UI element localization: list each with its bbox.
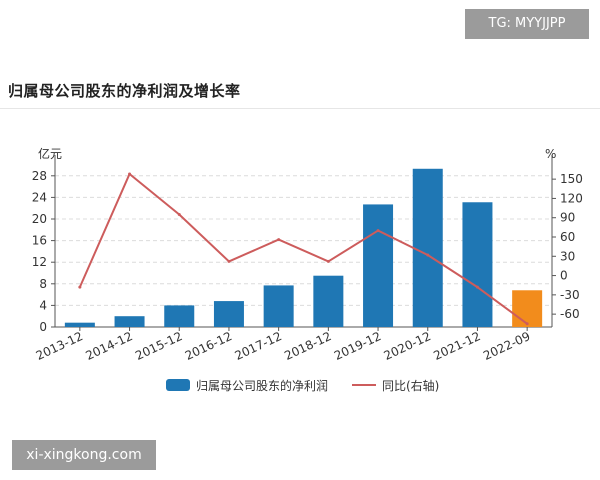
growth-point <box>426 253 430 257</box>
x-tick-label: 2021-12 <box>431 329 482 363</box>
y-left-tick-label: 8 <box>39 277 47 291</box>
growth-point <box>376 229 380 233</box>
y-left-tick-label: 4 <box>39 298 47 312</box>
bar <box>313 275 344 327</box>
y-right-tick-label: 60 <box>560 230 575 244</box>
bar <box>114 316 145 327</box>
legend-bar-label: 归属母公司股东的净利润 <box>196 378 329 393</box>
bar <box>213 301 244 327</box>
legend-item-bar[interactable]: 归属母公司股东的净利润 <box>166 377 328 393</box>
legend-bar-swatch <box>166 379 190 391</box>
x-tick-label: 2013-12 <box>34 329 85 363</box>
y-right-tick-label: 150 <box>560 172 583 186</box>
x-tick-label: 2019-12 <box>332 329 383 363</box>
x-tick-label: 2020-12 <box>382 329 433 363</box>
y-left-unit: 亿元 <box>38 146 62 161</box>
y-right-tick-label: 30 <box>560 249 575 263</box>
bar <box>164 305 195 327</box>
bar <box>363 204 394 327</box>
x-tick-label: 2018-12 <box>282 329 333 363</box>
y-right-unit: % <box>545 147 556 161</box>
bar <box>462 202 493 327</box>
growth-point <box>326 259 330 263</box>
legend-line-label: 同比(右轴) <box>382 378 440 393</box>
chart-title: 归属母公司股东的净利润及增长率 <box>8 82 241 100</box>
bar <box>512 290 543 327</box>
y-right-tick-label: -30 <box>560 288 580 302</box>
growth-point <box>227 259 231 263</box>
growth-line <box>78 173 528 325</box>
y-left-tick-label: 0 <box>39 320 47 334</box>
title-divider <box>0 108 600 109</box>
growth-point <box>177 213 181 216</box>
axis-labels: 0 4 8 12 16 20 24 28 -60 -30 0 30 60 90 120 150 亿元 % 2013-… <box>32 146 583 363</box>
x-tick-label: 2015-12 <box>133 329 184 363</box>
y-left-tick-label: 16 <box>32 234 47 248</box>
bar <box>263 285 294 327</box>
growth-point <box>128 172 132 176</box>
growth-point <box>475 285 479 289</box>
legend-item-line[interactable]: 同比(右轴) <box>352 377 439 393</box>
growth-point <box>277 238 281 242</box>
y-right-tick-label: 120 <box>560 191 583 205</box>
watermark-bottom: xi-xingkong.com <box>12 440 156 470</box>
y-left-tick-label: 28 <box>32 169 47 183</box>
legend-line-swatch <box>352 384 376 386</box>
y-right-tick-label: -60 <box>560 307 580 321</box>
y-left-tick-label: 20 <box>32 212 47 226</box>
bar <box>412 168 443 327</box>
x-tick-label: 2022-09 <box>481 329 532 363</box>
x-tick-label: 2017-12 <box>233 329 284 363</box>
x-tick-label: 2014-12 <box>83 329 134 363</box>
legend: 归属母公司股东的净利润 同比(右轴) <box>0 377 600 393</box>
bar <box>64 322 95 327</box>
growth-point <box>525 322 529 326</box>
y-right-tick-label: 90 <box>560 211 575 225</box>
y-left-tick-label: 24 <box>32 190 47 204</box>
line-series <box>78 172 529 326</box>
watermark-top: TG: MYYJJPP <box>465 9 589 39</box>
y-left-tick-label: 12 <box>32 255 47 269</box>
y-right-tick-label: 0 <box>560 269 568 283</box>
x-tick-label: 2016-12 <box>183 329 234 363</box>
bar-series <box>64 168 543 327</box>
growth-point <box>78 285 82 289</box>
